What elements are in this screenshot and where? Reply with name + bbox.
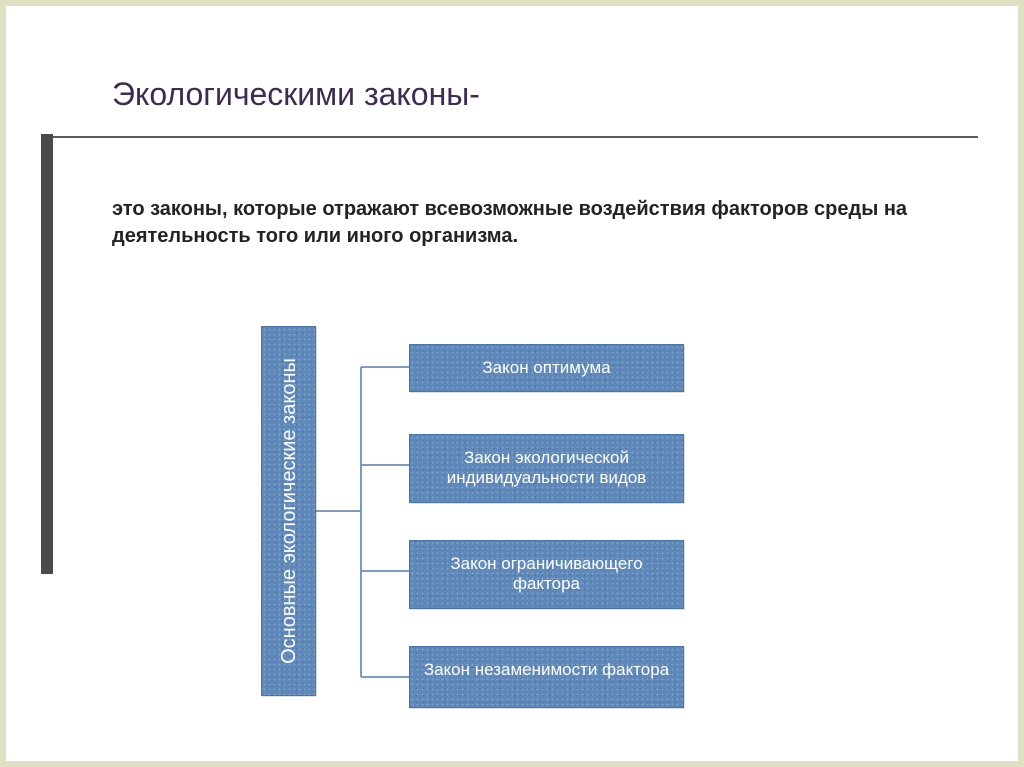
left-accent-bar	[41, 134, 53, 574]
diagram-child-box: Закон экологической индивидуальности вид…	[409, 434, 684, 503]
diagram-root-box: Основные экологические законы	[261, 326, 316, 696]
diagram-child-box: Закон оптимума	[409, 344, 684, 392]
title-divider	[41, 136, 978, 138]
diagram-child-label: Закон экологической индивидуальности вид…	[447, 448, 647, 487]
page-title: Экологическими законы-	[112, 76, 480, 113]
diagram-child-box: Закон ограничивающего фактора	[409, 540, 684, 609]
page-margin: Экологическими законы- это законы, котор…	[0, 0, 1024, 767]
diagram-child-label: Закон незаменимости фактора	[424, 660, 669, 679]
diagram-child-label: Закон ограничивающего фактора	[450, 554, 642, 593]
definition-text: это законы, которые отражают всевозможны…	[112, 196, 932, 250]
diagram-root-label: Основные экологические законы	[277, 358, 301, 664]
slide: Экологическими законы- это законы, котор…	[6, 6, 1018, 761]
diagram-child-label: Закон оптимума	[482, 358, 610, 377]
diagram-child-box: Закон незаменимости фактора	[409, 646, 684, 708]
eco-laws-diagram: Основные экологические законы Закон опти…	[261, 316, 821, 716]
